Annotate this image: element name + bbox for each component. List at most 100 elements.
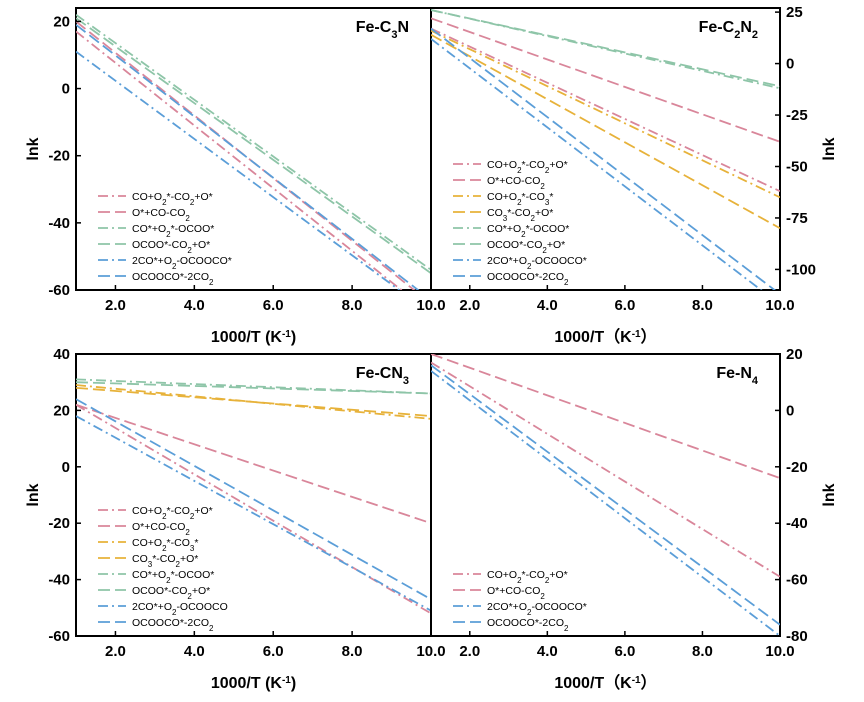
legend-label: CO+O2*-CO3* bbox=[487, 191, 553, 207]
x-tick-label: 8.0 bbox=[342, 297, 363, 314]
y-tick-label: -40 bbox=[786, 515, 808, 532]
legend: CO+O2*-CO2+O*O*+CO-CO2CO+O2*-CO3*CO3*-CO… bbox=[98, 505, 228, 633]
legend-item: OCOO*-CO2+O* bbox=[98, 239, 210, 255]
series-line bbox=[431, 364, 780, 626]
legend-item: O*+CO-CO2 bbox=[453, 175, 545, 191]
y-tick-label: -75 bbox=[786, 210, 808, 227]
legend-label: 2CO*+O2-OCOOCO* bbox=[487, 255, 587, 271]
x-tick-label: 6.0 bbox=[614, 643, 635, 660]
y-tick-label: -40 bbox=[48, 572, 70, 589]
x-axis-label: 1000/T（K-1） bbox=[554, 674, 656, 692]
legend-label: OCOO*-CO2+O* bbox=[487, 239, 565, 255]
legend-item: CO+O2*-CO2+O* bbox=[453, 159, 568, 175]
legend-item: CO+O2*-CO2+O* bbox=[98, 505, 213, 521]
legend: CO+O2*-CO2+O*O*+CO-CO2CO*+O2*-OCOO*OCOO*… bbox=[98, 191, 232, 287]
legend-label: CO+O2*-CO2+O* bbox=[132, 505, 213, 521]
plot-frame bbox=[75, 7, 432, 291]
chart-panel: 2.0 4.0 6.0 8.0 10.0 20 0 -20 -40 -60 -80 lnk 1000/T… bbox=[430, 346, 838, 692]
x-tick-label: 4.0 bbox=[537, 297, 558, 314]
legend-label: CO*+O2*-OCOO* bbox=[132, 223, 214, 239]
legend-item: CO+O2*-CO3* bbox=[453, 191, 553, 207]
plot-frame bbox=[430, 353, 781, 637]
series-line bbox=[76, 381, 431, 395]
legend-label: 2CO*+O2-OCOOCO bbox=[132, 601, 228, 617]
y-tick-label: -50 bbox=[786, 158, 808, 175]
legend-label: CO3*-CO2+O* bbox=[487, 207, 553, 223]
x-tick-label: 10.0 bbox=[416, 297, 445, 314]
legend-label: O*+CO-CO2 bbox=[132, 521, 190, 537]
x-tick-label: 2.0 bbox=[105, 297, 126, 314]
y-tick-label: 0 bbox=[786, 56, 794, 73]
legend-item: O*+CO-CO2 bbox=[453, 585, 545, 601]
series-line bbox=[431, 9, 780, 88]
plot-frame bbox=[75, 353, 432, 637]
y-axis-label: lnk bbox=[821, 137, 838, 160]
x-tick-label: 6.0 bbox=[263, 297, 284, 314]
legend-item: CO*+O2*-OCOO* bbox=[453, 223, 569, 239]
y-tick-label: 40 bbox=[53, 346, 70, 363]
panel-title: Fe-C2N2 bbox=[699, 19, 758, 41]
legend-item: CO3*-CO2+O* bbox=[453, 207, 553, 223]
series-line bbox=[431, 33, 780, 230]
x-tick-label: 4.0 bbox=[537, 643, 558, 660]
legend-item: CO+O2*-CO2+O* bbox=[453, 569, 568, 585]
legend-label: O*+CO-CO2 bbox=[132, 207, 190, 223]
series-line bbox=[76, 17, 431, 274]
legend-label: CO+O2*-CO3* bbox=[132, 537, 198, 553]
y-tick-label: 0 bbox=[786, 402, 794, 419]
series-line bbox=[76, 386, 431, 417]
legend-item: CO+O2*-CO3* bbox=[98, 537, 198, 553]
series-line bbox=[431, 370, 780, 636]
x-tick-label: 2.0 bbox=[105, 643, 126, 660]
y-tick-label: 25 bbox=[786, 4, 803, 21]
legend-item: OCOOCO*-2CO2 bbox=[98, 271, 214, 287]
x-tick-label: 2.0 bbox=[459, 643, 480, 660]
series-line bbox=[76, 13, 431, 271]
series-line bbox=[431, 27, 780, 193]
x-tick-label: 8.0 bbox=[342, 643, 363, 660]
legend-item: OCOOCO*-2CO2 bbox=[98, 617, 214, 633]
legend-item: CO*+O2*-OCOO* bbox=[98, 569, 214, 585]
series-line bbox=[431, 17, 780, 143]
y-tick-label: 20 bbox=[53, 402, 70, 419]
x-tick-label: 10.0 bbox=[765, 297, 794, 314]
x-axis-label: 1000/T (K-1) bbox=[211, 675, 296, 693]
series-line bbox=[76, 415, 431, 612]
x-tick-label: 4.0 bbox=[184, 643, 205, 660]
y-axis-label: lnk bbox=[25, 137, 42, 160]
legend-item: OCOOCO*-2CO2 bbox=[453, 271, 569, 287]
legend-label: CO+O2*-CO2+O* bbox=[487, 569, 568, 585]
x-tick-label: 8.0 bbox=[692, 297, 713, 314]
y-tick-label: -80 bbox=[786, 628, 808, 645]
series-line bbox=[76, 403, 431, 615]
legend-label: OCOOCO*-2CO2 bbox=[132, 271, 214, 287]
y-tick-label: 0 bbox=[62, 81, 70, 98]
legend: CO+O2*-CO2+O*O*+CO-CO2CO+O2*-CO3*CO3*-CO… bbox=[453, 159, 587, 287]
x-tick-label: 10.0 bbox=[416, 643, 445, 660]
y-tick-label: -100 bbox=[786, 261, 816, 278]
panel-title: Fe-C3N bbox=[356, 19, 409, 41]
x-tick-label: 6.0 bbox=[614, 297, 635, 314]
legend-item: OCOOCO*-2CO2 bbox=[453, 617, 569, 633]
y-axis-label: lnk bbox=[25, 483, 42, 506]
y-tick-label: -25 bbox=[786, 107, 808, 124]
x-tick-label: 2.0 bbox=[459, 297, 480, 314]
legend-item: O*+CO-CO2 bbox=[98, 207, 190, 223]
series-lines bbox=[76, 378, 431, 615]
legend-item: 2CO*+O2-OCOOCO* bbox=[453, 255, 587, 271]
legend-label: OCOOCO*-2CO2 bbox=[487, 617, 569, 633]
legend-label: OCOO*-CO2+O* bbox=[132, 239, 210, 255]
legend-item: OCOO*-CO2+O* bbox=[453, 239, 565, 255]
legend: CO+O2*-CO2+O*O*+CO-CO22CO*+O2-OCOOCO*OCO… bbox=[453, 569, 587, 633]
x-tick-label: 4.0 bbox=[184, 297, 205, 314]
plot-frame bbox=[430, 7, 781, 291]
panel-title: Fe-N4 bbox=[716, 365, 759, 387]
x-axis-label: 1000/T (K-1) bbox=[211, 329, 296, 347]
chart-panel: 2.0 4.0 6.0 8.0 10.0 40 20 0 -20 -40 -60 lnk 1000/T … bbox=[25, 346, 446, 692]
x-tick-label: 10.0 bbox=[765, 643, 794, 660]
series-line bbox=[76, 50, 401, 290]
chart-panel: 2.0 4.0 6.0 8.0 10.0 20 0 -20 -40 -60 lnk 1000/T (K… bbox=[25, 7, 446, 347]
legend-label: CO*+O2*-OCOO* bbox=[487, 223, 569, 239]
x-axis-label: 1000/T（K-1） bbox=[554, 328, 656, 346]
